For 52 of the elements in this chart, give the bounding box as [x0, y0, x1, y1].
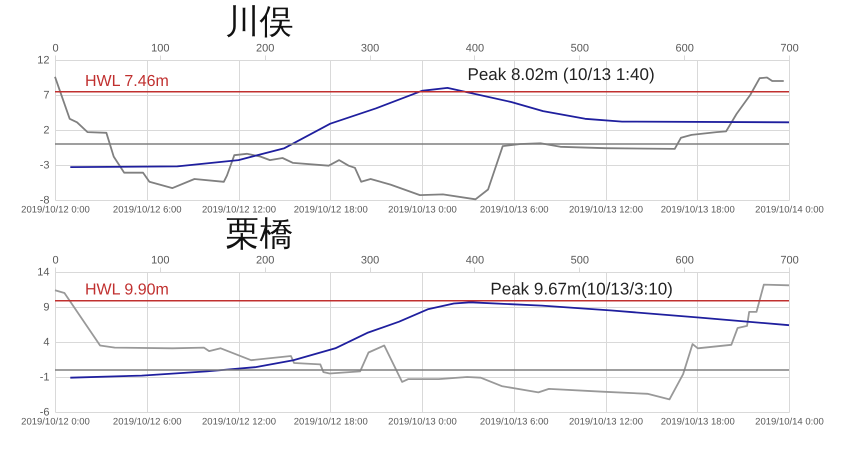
annotation: Peak 8.02m (10/13 1:40) [467, 64, 655, 84]
x2-tick-label: 500 [570, 42, 589, 54]
x-tick-label: 2019/10/13 18:00 [660, 416, 735, 428]
y-tick-label: 2 [43, 124, 50, 136]
y-tick-label: 9 [43, 302, 50, 314]
x-tick-label: 2019/10/13 18:00 [660, 204, 735, 216]
x-tick-label: 2019/10/14 0:00 [755, 416, 824, 428]
y-tick-label: 14 [37, 266, 50, 278]
x-tick-label: 2019/10/12 0:00 [21, 416, 90, 428]
x2-tick-label: 200 [256, 254, 274, 266]
x-tick-label: 2019/10/12 6:00 [112, 416, 182, 428]
y-tick-label: -3 [40, 160, 50, 172]
y-tick-label: 4 [43, 336, 50, 348]
annotation: Peak 9.67m(10/13/3:10) [490, 279, 673, 298]
x2-tick-label: 100 [151, 42, 170, 54]
x-tick-label: 2019/10/12 6:00 [112, 204, 182, 216]
x-tick-label: 2019/10/13 12:00 [569, 416, 643, 428]
x2-tick-label: 600 [675, 42, 694, 54]
ref-line-label: HWL 9.90m [85, 282, 169, 299]
chart-title: 川俣 [226, 3, 294, 41]
x2-tick-label: 400 [466, 42, 484, 54]
x-tick-label: 2019/10/12 12:00 [202, 416, 276, 428]
line-series [69, 301, 790, 379]
x2-tick-label: 700 [780, 254, 799, 266]
x2-tick-label: 300 [360, 42, 380, 54]
x-tick-label: 2019/10/14 0:00 [755, 204, 824, 216]
y-tick-label: -6 [40, 406, 50, 418]
x2-tick-label: 200 [256, 42, 274, 54]
x2-tick-label: 600 [675, 254, 694, 266]
y-tick-label: 12 [37, 54, 50, 66]
y-tick-label: 7 [43, 90, 50, 102]
x-tick-label: 2019/10/13 12:00 [569, 204, 643, 216]
x-tick-label: 2019/10/12 18:00 [294, 416, 368, 428]
x2-tick-label: 700 [780, 42, 799, 54]
y-tick-label: -8 [40, 194, 50, 206]
x2-tick-label: 0 [52, 254, 59, 266]
x-tick-label: 2019/10/13 0:00 [388, 204, 457, 216]
x-tick-label: 2019/10/12 0:00 [21, 204, 90, 216]
x-tick-label: 2019/10/13 6:00 [480, 204, 549, 216]
x2-tick-label: 300 [360, 254, 380, 266]
x2-tick-label: 400 [466, 254, 484, 266]
chart-title: 栗橋 [226, 215, 294, 253]
line-series [69, 86, 790, 168]
x-tick-label: 2019/10/12 12:00 [202, 204, 276, 216]
x2-tick-label: 100 [151, 254, 170, 266]
ref-line-label: HWL 7.46m [85, 72, 169, 90]
x-tick-label: 2019/10/12 18:00 [294, 204, 368, 216]
x-tick-label: 2019/10/13 6:00 [480, 416, 549, 428]
x-tick-label: 2019/10/13 0:00 [388, 416, 457, 428]
y-tick-label: -1 [40, 372, 50, 384]
x2-tick-label: 0 [52, 42, 59, 54]
x2-tick-label: 500 [570, 254, 589, 266]
